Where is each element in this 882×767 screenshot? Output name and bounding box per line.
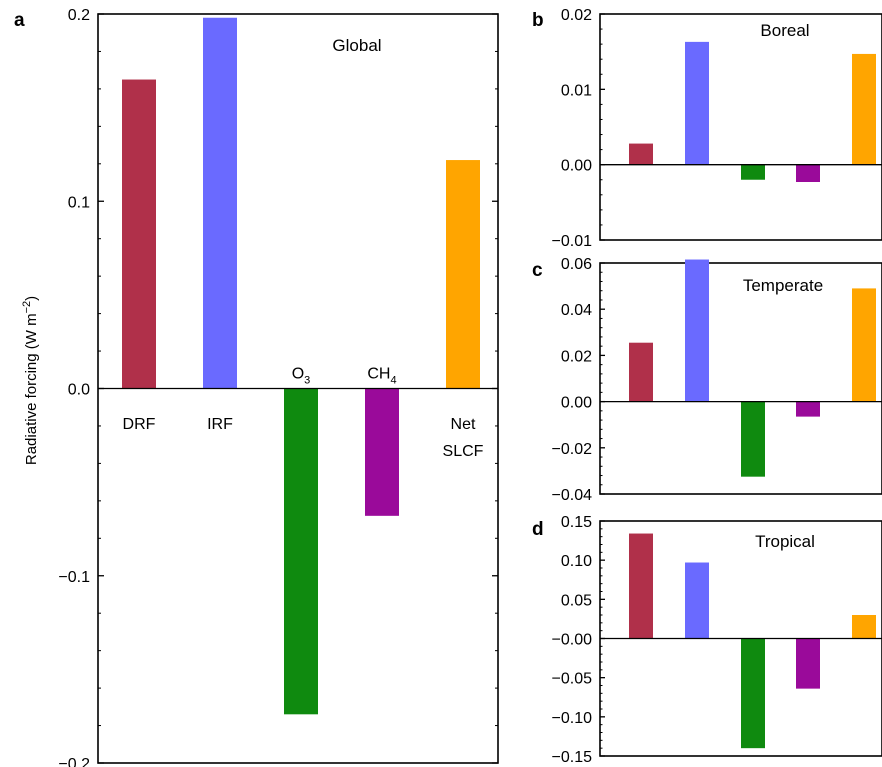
y-tick-label: 0.06	[561, 256, 592, 273]
bar-drf	[629, 533, 653, 639]
y-tick-label: −0.00	[552, 632, 593, 649]
bar-drf	[629, 143, 653, 165]
y-tick-label: −0.02	[552, 441, 593, 458]
panel-letter: b	[532, 10, 544, 31]
panel-title: Boreal	[760, 21, 809, 40]
panel-title: Temperate	[743, 276, 823, 295]
bar-net-slcf	[446, 160, 480, 389]
y-tick-label: 0.00	[561, 158, 592, 175]
bar-ch4	[365, 388, 399, 516]
y-tick-label: 0.00	[561, 395, 592, 412]
bar-o3	[741, 164, 765, 180]
bar-irf	[685, 562, 709, 639]
y-tick-label: 0.15	[561, 514, 592, 531]
y-tick-label: 0.04	[561, 302, 592, 319]
bar-ch4	[796, 401, 820, 417]
bar-irf	[203, 17, 237, 389]
y-tick-label: 0.1	[68, 194, 90, 211]
panel-a: −0.2 −0.1 0.0 0.1 0.2 a Global Radiative forcin…	[14, 7, 499, 767]
plot-frame	[599, 13, 882, 241]
bar-ch4	[796, 638, 820, 689]
panel-title: Tropical	[755, 532, 815, 551]
y-tick-label: −0.10	[552, 710, 593, 727]
panel-c: −0.04 −0.02 0.00 0.02 0.04 0.06 c Temperate	[532, 256, 882, 504]
bar-o3	[741, 638, 765, 749]
y-tick-label: 0.01	[561, 82, 592, 99]
category-label: DRF	[123, 416, 156, 433]
y-axis-title: Radiative forcing (W m−2)	[21, 296, 40, 465]
y-axis-unit-exponent: −2	[21, 301, 33, 314]
bar-irf	[685, 41, 709, 165]
category-label: O3	[292, 366, 311, 387]
y-tick-label: −0.2	[58, 756, 90, 767]
category-label: CH4	[367, 366, 396, 387]
y-tick-label: −0.05	[552, 671, 593, 688]
bar-net-slcf	[852, 288, 876, 402]
panel-letter: a	[14, 10, 25, 31]
bar-net-slcf	[852, 615, 876, 639]
bar-o3	[741, 401, 765, 477]
panel-title: Global	[332, 36, 381, 55]
category-label: IRF	[207, 416, 233, 433]
panel-letter: d	[532, 519, 544, 540]
bar-net-slcf	[852, 53, 876, 165]
y-tick-label: −0.01	[552, 233, 593, 250]
category-label-subscript: 3	[304, 375, 310, 387]
bar-drf	[629, 342, 653, 402]
bar-irf	[685, 259, 709, 402]
category-label-subscript: 4	[390, 375, 396, 387]
bar-o3	[284, 388, 318, 715]
y-tick-label: 0.0	[68, 382, 90, 399]
y-tick-label: 0.2	[68, 7, 90, 24]
bar-drf	[122, 79, 156, 389]
category-label: Net	[451, 416, 476, 433]
y-tick-label: 0.02	[561, 348, 592, 365]
panel-b: −0.01 0.00 0.01 0.02 b Boreal	[532, 7, 882, 250]
category-label-line2: SLCF	[443, 443, 484, 460]
y-tick-label: 0.05	[561, 592, 592, 609]
y-tick-label: −0.04	[552, 487, 593, 504]
bar-ch4	[796, 164, 820, 182]
plot-frame	[599, 262, 882, 495]
y-tick-label: −0.1	[58, 569, 90, 586]
y-tick-label: 0.10	[561, 553, 592, 570]
panel-d: −0.15 −0.10 −0.05 −0.00 0.05 0.10 0.15 d Tropica…	[532, 514, 882, 766]
y-tick-label: −0.15	[552, 749, 593, 766]
panel-letter: c	[532, 260, 543, 281]
y-tick-label: 0.02	[561, 7, 592, 24]
